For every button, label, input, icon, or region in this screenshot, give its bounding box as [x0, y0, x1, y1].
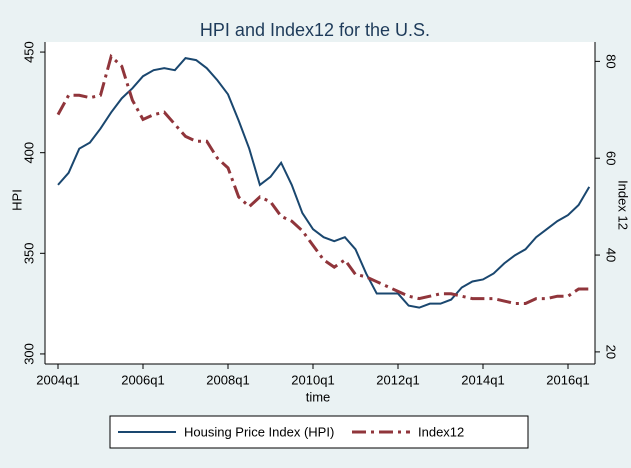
y-tick-label: 450	[21, 41, 36, 63]
x-tick-label: 2004q1	[36, 372, 79, 387]
legend-label: Index12	[418, 424, 464, 439]
x-tick-label: 2016q1	[546, 372, 589, 387]
y-tick-label: 400	[21, 142, 36, 164]
y2-tick-label: 80	[604, 54, 619, 68]
x-tick-label: 2010q1	[291, 372, 334, 387]
chart-title: HPI and Index12 for the U.S.	[200, 20, 430, 40]
x-tick-label: 2008q1	[206, 372, 249, 387]
x-tick-label: 2014q1	[461, 372, 504, 387]
y2-axis-title: Index 12	[616, 180, 631, 230]
x-tick-label: 2012q1	[376, 372, 419, 387]
y2-tick-label: 20	[604, 345, 619, 359]
x-axis-title: time	[306, 389, 331, 404]
y2-tick-label: 60	[604, 151, 619, 165]
plot-area	[45, 42, 595, 364]
legend	[109, 415, 529, 449]
series-line	[56, 53, 590, 305]
x-tick-label: 2006q1	[121, 372, 164, 387]
y-tick-label: 300	[21, 343, 36, 365]
legend-label: Housing Price Index (HPI)	[184, 424, 334, 439]
y2-tick-label: 40	[604, 248, 619, 262]
y-tick-label: 350	[21, 242, 36, 264]
series-line	[57, 57, 591, 309]
y-axis-title: HPI	[9, 189, 24, 211]
